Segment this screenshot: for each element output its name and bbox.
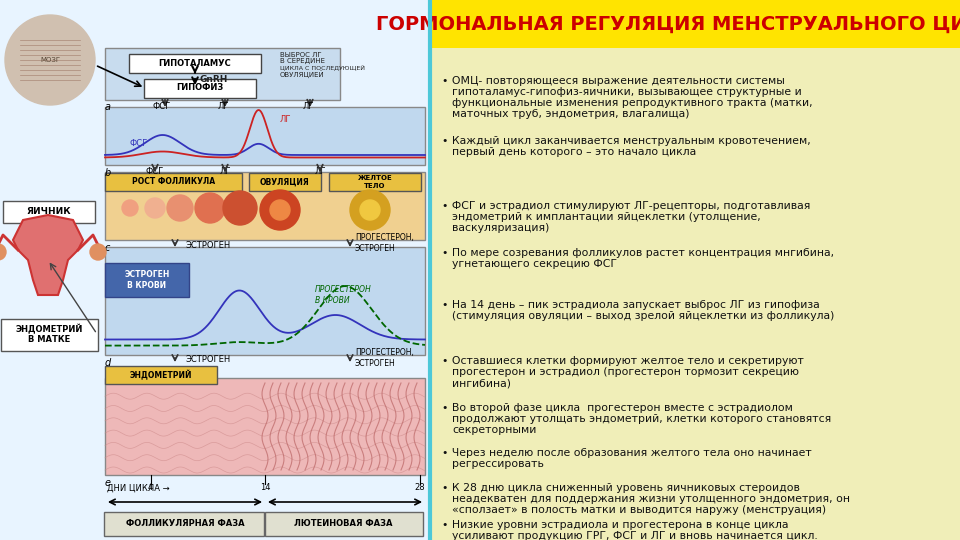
Text: ПРОГЕСТЕРОН,
ЭСТРОГЕН: ПРОГЕСТЕРОН, ЭСТРОГЕН	[355, 233, 414, 253]
Text: ОВУЛЯЦИЯ: ОВУЛЯЦИЯ	[260, 178, 310, 186]
PathPatch shape	[13, 215, 83, 295]
Text: • Низкие уровни эстрадиола и прогестерона в конце цикла: • Низкие уровни эстрадиола и прогестерон…	[442, 520, 788, 530]
Text: • ОМЦ- повторяющееся выражение деятельности системы: • ОМЦ- повторяющееся выражение деятельно…	[442, 76, 785, 86]
Circle shape	[122, 200, 138, 216]
FancyBboxPatch shape	[0, 0, 430, 540]
Text: • Через неделю после образования желтого тела оно начинает: • Через неделю после образования желтого…	[442, 448, 812, 458]
Text: гипоталамус-гипофиз-яичники, вызывающее структурные и: гипоталамус-гипофиз-яичники, вызывающее …	[452, 87, 802, 97]
FancyBboxPatch shape	[3, 201, 95, 223]
Text: c: c	[105, 243, 110, 253]
Text: В СЕРЕДИНЕ: В СЕРЕДИНЕ	[280, 58, 325, 64]
Text: • ФСГ и эстрадиол стимулируют ЛГ-рецепторы, подготавливая: • ФСГ и эстрадиол стимулируют ЛГ-рецепто…	[442, 201, 810, 211]
Text: ГОРМОНАЛЬНАЯ РЕГУЛЯЦИЯ МЕНСТРУАЛЬНОГО ЦИКЛА: ГОРМОНАЛЬНАЯ РЕГУЛЯЦИЯ МЕНСТРУАЛЬНОГО ЦИ…	[376, 15, 960, 33]
Text: • К 28 дню цикла сниженный уровень яичниковых стероидов: • К 28 дню цикла сниженный уровень яични…	[442, 483, 800, 493]
Circle shape	[90, 244, 106, 260]
Circle shape	[145, 198, 165, 218]
FancyBboxPatch shape	[105, 247, 425, 355]
Circle shape	[350, 190, 390, 230]
FancyBboxPatch shape	[1, 319, 98, 351]
Circle shape	[0, 244, 6, 260]
Ellipse shape	[5, 15, 95, 105]
Text: продолжают утолщать эндометрий, клетки которого становятся: продолжают утолщать эндометрий, клетки к…	[452, 414, 831, 424]
FancyBboxPatch shape	[105, 107, 425, 165]
Text: d: d	[105, 358, 111, 368]
Text: ЛГ: ЛГ	[302, 102, 314, 111]
Text: ЛГ: ЛГ	[280, 115, 292, 124]
FancyBboxPatch shape	[105, 378, 425, 475]
Text: ЛГ: ЛГ	[217, 102, 228, 111]
Circle shape	[260, 190, 300, 230]
Text: маточных труб, эндометрия, влагалища): маточных труб, эндометрия, влагалища)	[452, 109, 689, 119]
Text: ФСГ: ФСГ	[146, 167, 164, 176]
Circle shape	[195, 193, 225, 223]
Text: функциональные изменения репродуктивного тракта (матки,: функциональные изменения репродуктивного…	[452, 98, 812, 108]
Text: ингибина): ингибина)	[452, 378, 511, 388]
Circle shape	[223, 191, 257, 225]
Text: ВЫБРОС ЛГ: ВЫБРОС ЛГ	[280, 52, 322, 58]
Text: регрессировать: регрессировать	[452, 459, 544, 469]
Text: ЖЕЛТОЕ
ТЕЛО: ЖЕЛТОЕ ТЕЛО	[358, 176, 393, 188]
Text: ДНИ ЦИКЛА →: ДНИ ЦИКЛА →	[107, 483, 170, 492]
Text: ЭНДОМЕТРИЙ
В МАТКЕ: ЭНДОМЕТРИЙ В МАТКЕ	[15, 323, 83, 345]
FancyBboxPatch shape	[104, 512, 264, 536]
Text: ГИПОТАЛАМУС: ГИПОТАЛАМУС	[158, 58, 231, 68]
Text: • Каждый цикл заканчивается менструальным кровотечением,: • Каждый цикл заканчивается менструальны…	[442, 136, 811, 146]
FancyBboxPatch shape	[265, 512, 423, 536]
Circle shape	[270, 200, 290, 220]
Text: усиливают продукцию ГРГ, ФСГ и ЛГ и вновь начинается цикл.: усиливают продукцию ГРГ, ФСГ и ЛГ и внов…	[452, 531, 818, 540]
Text: b: b	[105, 168, 111, 178]
Text: неадекватен для поддержания жизни утолщенного эндометрия, он: неадекватен для поддержания жизни утолще…	[452, 494, 850, 504]
Text: ЛГ: ЛГ	[314, 167, 325, 176]
Text: васкуляризация): васкуляризация)	[452, 223, 549, 233]
Text: GnRH: GnRH	[200, 75, 228, 84]
Text: ПРОГЕСТЕРОН,
ЭСТРОГЕН: ПРОГЕСТЕРОН, ЭСТРОГЕН	[355, 348, 414, 368]
Text: • Оставшиеся клетки формируют желтое тело и секретируют: • Оставшиеся клетки формируют желтое тел…	[442, 356, 804, 366]
Text: ЭСТРОГЕН: ЭСТРОГЕН	[185, 240, 230, 249]
Text: ФСГ: ФСГ	[153, 102, 171, 111]
Text: ЛЮТЕИНОВАЯ ФАЗА: ЛЮТЕИНОВАЯ ФАЗА	[294, 518, 393, 528]
Text: МОЗГ: МОЗГ	[40, 57, 60, 63]
Text: • Во второй фазе цикла  прогестерон вместе с эстрадиолом: • Во второй фазе цикла прогестерон вмест…	[442, 403, 793, 413]
Text: ФОЛЛИКУЛЯРНАЯ ФАЗА: ФОЛЛИКУЛЯРНАЯ ФАЗА	[126, 518, 244, 528]
FancyBboxPatch shape	[105, 263, 189, 297]
Text: ОВУЛЯЦИЕЙ: ОВУЛЯЦИЕЙ	[280, 70, 324, 78]
Text: ЭСТРОГЕН
В КРОВИ: ЭСТРОГЕН В КРОВИ	[124, 271, 170, 289]
FancyBboxPatch shape	[105, 366, 217, 384]
Text: 4: 4	[148, 483, 154, 492]
Text: (стимуляция овуляции – выход зрелой яйцеклетки из фолликула): (стимуляция овуляции – выход зрелой яйце…	[452, 311, 834, 321]
Text: ПРОГЕСТЕРОН
В КРОВИ: ПРОГЕСТЕРОН В КРОВИ	[315, 285, 372, 305]
FancyBboxPatch shape	[329, 173, 421, 191]
FancyBboxPatch shape	[249, 173, 321, 191]
FancyBboxPatch shape	[105, 173, 242, 191]
FancyBboxPatch shape	[144, 79, 256, 98]
Text: ЭСТРОГЕН: ЭСТРОГЕН	[185, 355, 230, 364]
Text: • По мере созревания фолликулов растет концентрация мнгибина,: • По мере созревания фолликулов растет к…	[442, 248, 834, 258]
Text: ЛГ: ЛГ	[219, 167, 230, 176]
FancyBboxPatch shape	[430, 48, 960, 540]
Text: РОСТ ФОЛЛИКУЛА: РОСТ ФОЛЛИКУЛА	[132, 178, 216, 186]
Text: первый день которого – это начало цикла: первый день которого – это начало цикла	[452, 147, 696, 157]
Text: e: e	[105, 478, 111, 488]
Text: эндометрий к имплантации яйцеклетки (утолщение,: эндометрий к имплантации яйцеклетки (уто…	[452, 212, 760, 222]
Text: ЯИЧНИК: ЯИЧНИК	[27, 206, 71, 215]
Text: 28: 28	[415, 483, 425, 492]
FancyBboxPatch shape	[430, 0, 960, 48]
Text: ГИПОФИЗ: ГИПОФИЗ	[177, 84, 224, 92]
Text: ЭНДОМЕТРИЙ: ЭНДОМЕТРИЙ	[130, 370, 192, 380]
Text: ЦИКЛА С ПОСЛЕДУЮЩЕЙ: ЦИКЛА С ПОСЛЕДУЮЩЕЙ	[280, 64, 365, 70]
Text: a: a	[105, 102, 111, 112]
Text: ФСГ: ФСГ	[130, 138, 148, 147]
Text: 14: 14	[260, 483, 271, 492]
Text: прогестерон и эстрадиол (прогестерон тормозит секрецию: прогестерон и эстрадиол (прогестерон тор…	[452, 367, 799, 377]
Text: угнетающего секрецию ФСГ: угнетающего секрецию ФСГ	[452, 259, 617, 269]
Circle shape	[167, 195, 193, 221]
Text: «сползает» в полость матки и выводится наружу (менструация): «сползает» в полость матки и выводится н…	[452, 505, 827, 515]
Text: секреторными: секреторными	[452, 425, 537, 435]
FancyBboxPatch shape	[105, 48, 340, 100]
FancyBboxPatch shape	[105, 172, 425, 240]
FancyBboxPatch shape	[129, 54, 261, 73]
Text: • На 14 день – пик эстрадиола запускает выброс ЛГ из гипофиза: • На 14 день – пик эстрадиола запускает …	[442, 300, 820, 310]
Circle shape	[360, 200, 380, 220]
